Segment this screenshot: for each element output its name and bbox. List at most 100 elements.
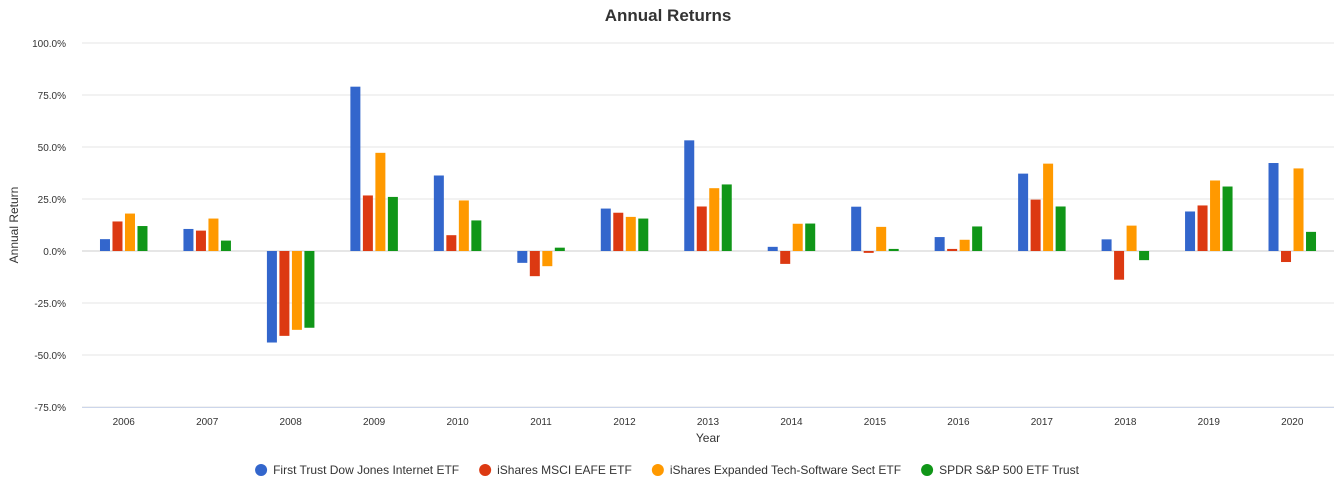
bar-2014-series-3[interactable] — [792, 223, 803, 251]
x-axis-label: Year — [696, 431, 720, 445]
x-tick-label: 2014 — [780, 417, 803, 428]
x-tick-label: 2008 — [280, 417, 303, 428]
bar-2007-series-2[interactable] — [195, 230, 206, 251]
legend-item-1[interactable]: First Trust Dow Jones Internet ETF — [255, 463, 459, 477]
legend-label: First Trust Dow Jones Internet ETF — [273, 463, 459, 477]
bar-2008-series-1[interactable] — [266, 251, 277, 343]
x-tick-label: 2020 — [1281, 417, 1304, 428]
bar-2018-series-3[interactable] — [1126, 225, 1137, 251]
bar-2010-series-1[interactable] — [433, 175, 444, 251]
x-tick-label: 2011 — [530, 417, 552, 428]
bar-2018-series-4[interactable] — [1139, 251, 1150, 261]
bar-2011-series-2[interactable] — [529, 251, 540, 277]
bar-2013-series-2[interactable] — [696, 206, 707, 251]
legend-label: SPDR S&P 500 ETF Trust — [939, 463, 1079, 477]
legend-label: iShares Expanded Tech-Software Sect ETF — [670, 463, 901, 477]
legend-item-3[interactable]: iShares Expanded Tech-Software Sect ETF — [651, 463, 901, 477]
bar-2019-series-4[interactable] — [1222, 186, 1233, 251]
bar-2008-series-4[interactable] — [304, 251, 315, 328]
bar-2016-series-1[interactable] — [934, 237, 945, 251]
x-tick-label: 2013 — [697, 417, 720, 428]
bar-2007-series-3[interactable] — [208, 218, 219, 251]
bar-2008-series-2[interactable] — [279, 251, 290, 336]
x-tick-label: 2009 — [363, 417, 386, 428]
bar-2019-series-2[interactable] — [1197, 205, 1208, 251]
bar-2015-series-4[interactable] — [888, 248, 899, 251]
bar-2014-series-4[interactable] — [805, 223, 816, 251]
bar-2006-series-3[interactable] — [124, 213, 135, 251]
bar-2017-series-3[interactable] — [1043, 163, 1054, 251]
bar-2020-series-4[interactable] — [1306, 231, 1317, 251]
bar-2013-series-1[interactable] — [684, 140, 695, 251]
x-tick-label: 2015 — [864, 417, 887, 428]
x-tick-label: 2016 — [947, 417, 970, 428]
bar-2017-series-4[interactable] — [1055, 206, 1066, 251]
bar-2010-series-4[interactable] — [471, 220, 482, 251]
bar-2009-series-3[interactable] — [375, 152, 386, 251]
legend: First Trust Dow Jones Internet ETF iShare… — [255, 463, 1080, 477]
bar-2011-series-1[interactable] — [517, 251, 528, 263]
chart-title: Annual Returns — [605, 6, 732, 25]
bar-2012-series-1[interactable] — [600, 208, 611, 251]
x-axis-ticks: 2006 2007 2008 2009 2010 2011 2012 2013 2014 2015… — [113, 417, 1304, 428]
y-tick-label: 0.0% — [43, 247, 66, 258]
bar-2019-series-1[interactable] — [1185, 211, 1196, 251]
legend-marker — [921, 464, 934, 476]
bar-2006-series-4[interactable] — [137, 226, 148, 251]
legend-marker — [651, 464, 664, 476]
x-tick-label: 2018 — [1114, 417, 1137, 428]
y-tick-label: -50.0% — [34, 351, 66, 362]
y-tick-label: 25.0% — [38, 195, 66, 206]
bar-2013-series-4[interactable] — [721, 184, 732, 251]
legend-item-4[interactable]: SPDR S&P 500 ETF Trust — [921, 463, 1080, 477]
bar-2015-series-1[interactable] — [851, 206, 862, 251]
bar-2015-series-3[interactable] — [876, 226, 887, 251]
y-tick-label: -75.0% — [34, 403, 66, 414]
x-tick-label: 2019 — [1198, 417, 1221, 428]
bar-2017-series-1[interactable] — [1018, 173, 1029, 251]
bars — [99, 86, 1317, 343]
legend-marker — [479, 464, 492, 476]
legend-marker — [255, 464, 268, 476]
bar-2009-series-4[interactable] — [387, 196, 398, 251]
x-tick-label: 2010 — [446, 417, 469, 428]
bar-2012-series-3[interactable] — [625, 216, 636, 251]
gridlines — [82, 42, 1334, 408]
bar-2018-series-2[interactable] — [1114, 251, 1125, 280]
bar-2019-series-3[interactable] — [1210, 180, 1221, 251]
bar-2014-series-1[interactable] — [767, 246, 778, 251]
bar-2017-series-2[interactable] — [1030, 199, 1041, 251]
bar-2010-series-2[interactable] — [446, 235, 457, 251]
y-tick-label: 100.0% — [32, 39, 66, 50]
bar-2016-series-4[interactable] — [972, 226, 983, 251]
x-tick-label: 2006 — [113, 417, 136, 428]
bar-2014-series-2[interactable] — [780, 251, 791, 264]
y-tick-label: 50.0% — [38, 143, 66, 154]
bar-2015-series-2[interactable] — [863, 251, 874, 253]
bar-2006-series-2[interactable] — [112, 221, 123, 251]
bar-2008-series-3[interactable] — [291, 251, 302, 330]
bar-2020-series-1[interactable] — [1268, 163, 1279, 251]
bar-2010-series-3[interactable] — [458, 200, 469, 251]
y-axis-label: Annual Return — [7, 187, 21, 264]
bar-2007-series-1[interactable] — [183, 228, 194, 251]
bar-2020-series-2[interactable] — [1281, 251, 1292, 263]
bar-2011-series-3[interactable] — [542, 251, 553, 267]
bar-2016-series-2[interactable] — [947, 248, 958, 251]
bar-2009-series-1[interactable] — [350, 86, 361, 252]
bar-2020-series-3[interactable] — [1293, 168, 1304, 251]
bar-2009-series-2[interactable] — [362, 195, 373, 251]
y-axis-ticks: 100.0% 75.0% 50.0% 25.0% 0.0% -25.0% -50.0% -75… — [32, 39, 66, 414]
bar-2012-series-2[interactable] — [613, 212, 624, 251]
bar-2012-series-4[interactable] — [638, 218, 649, 251]
bar-2006-series-1[interactable] — [99, 239, 110, 251]
bar-2011-series-4[interactable] — [554, 247, 565, 251]
x-tick-label: 2007 — [196, 417, 219, 428]
bar-2018-series-1[interactable] — [1101, 239, 1112, 251]
legend-item-2[interactable]: iShares MSCI EAFE ETF — [479, 463, 632, 477]
bar-2016-series-3[interactable] — [959, 239, 970, 251]
bar-2007-series-4[interactable] — [220, 240, 231, 251]
y-tick-label: 75.0% — [38, 91, 66, 102]
bar-2013-series-3[interactable] — [709, 188, 720, 251]
